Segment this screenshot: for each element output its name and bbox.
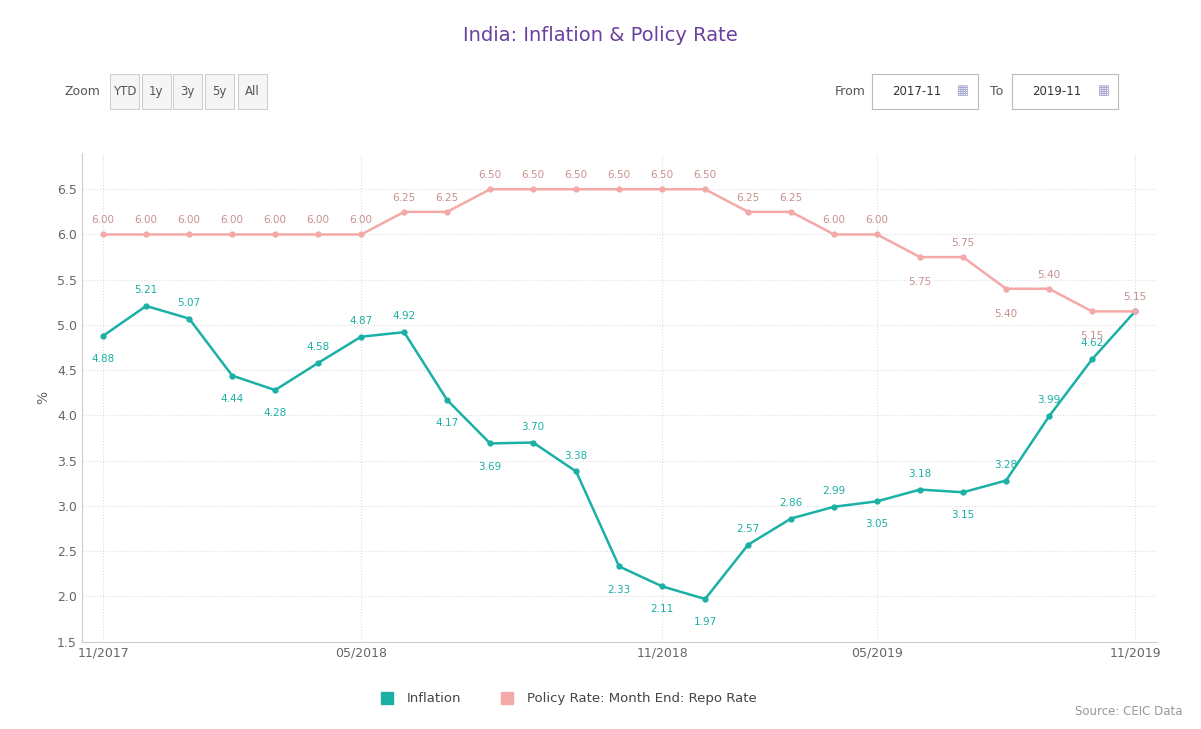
Text: 5.75: 5.75 [908,277,932,287]
Text: 4.28: 4.28 [263,408,287,418]
Legend: Inflation, Policy Rate: Month End: Repo Rate: Inflation, Policy Rate: Month End: Repo … [369,687,763,711]
Text: 6.50: 6.50 [564,171,587,180]
Text: 6.50: 6.50 [608,171,631,180]
Text: 4.87: 4.87 [349,316,372,326]
Text: 3.99: 3.99 [1038,395,1060,405]
Text: 6.00: 6.00 [306,216,329,225]
Text: 5.21: 5.21 [135,285,157,295]
Text: 6.00: 6.00 [178,216,201,225]
Text: 6.50: 6.50 [651,171,674,180]
Text: 2017-11: 2017-11 [891,85,940,98]
Text: From: From [835,85,866,98]
Text: 3y: 3y [180,85,195,98]
Text: 5.07: 5.07 [178,297,201,308]
Text: 2.99: 2.99 [823,486,846,496]
Text: YTD: YTD [113,85,137,98]
Text: 6.25: 6.25 [779,193,802,203]
Text: 2.11: 2.11 [651,604,674,615]
Text: 2019-11: 2019-11 [1032,85,1081,98]
Text: 5.40: 5.40 [1038,270,1060,280]
Text: 6.50: 6.50 [693,171,717,180]
Text: 6.00: 6.00 [91,216,114,225]
Text: 6.00: 6.00 [135,216,157,225]
Text: 4.44: 4.44 [221,394,244,404]
Text: 3.38: 3.38 [564,451,587,461]
Text: 3.70: 3.70 [521,421,545,432]
Text: 4.92: 4.92 [393,311,416,321]
Text: 3.69: 3.69 [478,461,502,472]
Text: 2.57: 2.57 [736,524,760,534]
Text: 6.50: 6.50 [478,171,502,180]
Text: 6.00: 6.00 [264,216,287,225]
Text: 2.33: 2.33 [608,585,631,595]
Text: 6.50: 6.50 [521,171,545,180]
Text: 4.17: 4.17 [436,418,459,428]
Text: 2.86: 2.86 [779,498,802,507]
Text: 1y: 1y [149,85,163,98]
Text: 5.15: 5.15 [1123,292,1147,303]
Text: 6.25: 6.25 [436,193,459,203]
Y-axis label: %: % [36,391,50,404]
Text: 6.00: 6.00 [349,216,372,225]
Text: India: Inflation & Policy Rate: India: Inflation & Policy Rate [464,26,737,44]
Text: 6.00: 6.00 [866,216,889,225]
Text: Zoom: Zoom [65,85,101,98]
Text: 4.58: 4.58 [306,342,330,352]
Text: 5.15: 5.15 [1081,331,1104,341]
Text: All: All [245,85,259,98]
Text: 6.25: 6.25 [393,193,416,203]
Text: ▦: ▦ [957,85,969,98]
Text: Source: CEIC Data: Source: CEIC Data [1075,705,1183,718]
Text: 3.28: 3.28 [994,460,1017,469]
Text: 6.00: 6.00 [221,216,244,225]
Text: 1.97: 1.97 [693,617,717,627]
Text: 3.05: 3.05 [866,520,889,529]
Text: To: To [990,85,1003,98]
Text: 6.00: 6.00 [823,216,846,225]
Text: 4.88: 4.88 [91,354,115,364]
Text: 5y: 5y [213,85,227,98]
Text: 3.18: 3.18 [908,469,932,479]
Text: 3.15: 3.15 [951,510,975,521]
Text: ▦: ▦ [1098,85,1110,98]
Text: 5.75: 5.75 [951,238,975,248]
Text: 5.40: 5.40 [994,308,1017,319]
Text: 6.25: 6.25 [736,193,760,203]
Text: 4.62: 4.62 [1081,338,1104,348]
